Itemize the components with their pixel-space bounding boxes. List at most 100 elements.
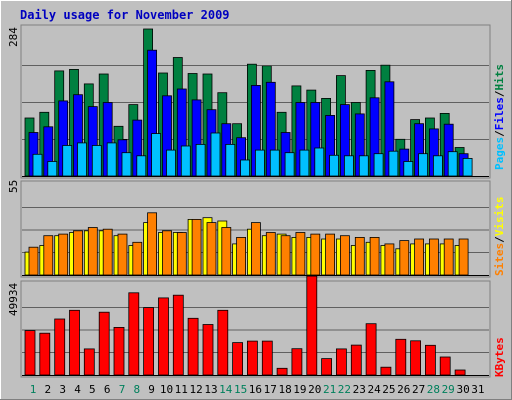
bar-kbytes-day-4 bbox=[69, 309, 80, 376]
bar-sites-day-12 bbox=[191, 218, 202, 276]
bar-pages-day-2 bbox=[47, 161, 58, 177]
bar-sites-day-30 bbox=[458, 238, 469, 276]
legend-files: Files bbox=[493, 97, 506, 130]
bar-sites-day-1 bbox=[28, 246, 39, 276]
bar-kbytes-day-17 bbox=[261, 340, 273, 376]
bar-pages-day-28 bbox=[432, 155, 443, 177]
bar-sites-day-8 bbox=[132, 241, 143, 276]
bar-kbytes-day-25 bbox=[380, 366, 392, 376]
x-tick-label-23: 23 bbox=[353, 383, 366, 396]
bar-sites-day-19 bbox=[295, 232, 306, 276]
legend-hits: Hits bbox=[493, 64, 506, 91]
x-tick-label-2: 2 bbox=[44, 383, 51, 396]
x-tick-label-14: 14 bbox=[219, 383, 233, 396]
kbytes-ymax-label: 49934 bbox=[7, 283, 20, 316]
bar-sites-day-21 bbox=[325, 233, 336, 276]
x-tick-label-15: 15 bbox=[234, 383, 247, 396]
bar-pages-day-19 bbox=[299, 149, 310, 177]
bar-kbytes-day-15 bbox=[232, 342, 244, 376]
x-tick-label-29: 29 bbox=[442, 383, 455, 396]
x-tick-label-28: 28 bbox=[427, 383, 440, 396]
x-tick-label-20: 20 bbox=[308, 383, 321, 396]
x-axis-labels: 1 2 3 4 5 6 7 8 9 10 11 12 13 14 15 16 17 18 19 20 21 22 23 24 2… bbox=[30, 383, 485, 396]
bar-pages-day-25 bbox=[388, 150, 399, 177]
bar-kbytes-day-24 bbox=[365, 323, 377, 376]
x-tick-label-10: 10 bbox=[160, 383, 173, 396]
bar-kbytes-day-14 bbox=[217, 309, 229, 376]
bar-pages-day-8 bbox=[136, 155, 147, 177]
legend-hits-panel: Pages/Files/Hits bbox=[493, 64, 506, 170]
bar-kbytes-day-1 bbox=[24, 330, 36, 376]
bar-kbytes-day-13 bbox=[202, 324, 214, 376]
legend-sites: Sites bbox=[493, 243, 506, 276]
bar-sites-day-13 bbox=[206, 222, 217, 276]
x-tick-label-6: 6 bbox=[104, 383, 111, 396]
bar-sites-day-11 bbox=[176, 232, 187, 276]
x-tick-label-13: 13 bbox=[204, 383, 217, 396]
x-tick-label-27: 27 bbox=[412, 383, 425, 396]
bar-sites-day-9 bbox=[147, 212, 158, 276]
bar-sites-day-18 bbox=[280, 235, 291, 276]
bar-pages-day-12 bbox=[195, 143, 206, 177]
x-tick-label-3: 3 bbox=[59, 383, 66, 396]
legend-pages: Pages bbox=[493, 137, 506, 170]
bar-kbytes-day-21 bbox=[321, 358, 333, 376]
legend-visits-panel: Sites/Visits bbox=[493, 197, 506, 277]
bar-pages-day-11 bbox=[180, 145, 191, 177]
x-tick-label-1: 1 bbox=[30, 383, 37, 396]
bar-kbytes-day-11 bbox=[172, 294, 184, 376]
bar-sites-day-5 bbox=[87, 227, 98, 276]
bar-kbytes-day-18 bbox=[276, 367, 288, 376]
x-tick-label-11: 11 bbox=[175, 383, 188, 396]
legend-kbytes: KBytes bbox=[493, 337, 506, 377]
bar-sites-day-22 bbox=[339, 235, 350, 276]
bar-sites-day-29 bbox=[443, 238, 454, 276]
bar-sites-day-3 bbox=[58, 233, 69, 276]
bar-pages-day-4 bbox=[77, 142, 87, 177]
x-tick-label-25: 25 bbox=[382, 383, 395, 396]
x-tick-label-18: 18 bbox=[278, 383, 291, 396]
bar-kbytes-day-6 bbox=[98, 311, 110, 376]
x-tick-label-5: 5 bbox=[89, 383, 96, 396]
hits-ymax-label: 284 bbox=[7, 27, 20, 47]
bar-pages-day-6 bbox=[106, 142, 117, 177]
bar-pages-day-16 bbox=[254, 149, 265, 177]
bar-pages-day-22 bbox=[343, 155, 354, 177]
x-tick-label-22: 22 bbox=[338, 383, 351, 396]
bar-kbytes-day-10 bbox=[158, 297, 169, 376]
x-tick-label-8: 8 bbox=[133, 383, 140, 396]
bar-kbytes-day-26 bbox=[395, 338, 407, 376]
bar-kbytes-day-22 bbox=[335, 348, 347, 376]
bar-pages-day-9 bbox=[151, 133, 162, 177]
bar-pages-day-29 bbox=[447, 151, 458, 177]
bar-kbytes-day-5 bbox=[83, 348, 95, 376]
bar-sites-day-24 bbox=[369, 236, 380, 276]
bar-pages-day-26 bbox=[403, 161, 414, 177]
x-tick-label-16: 16 bbox=[249, 383, 262, 396]
bar-kbytes-day-9 bbox=[143, 307, 155, 376]
bar-pages-day-14 bbox=[225, 143, 236, 177]
bar-pages-day-24 bbox=[373, 153, 384, 177]
bar-kbytes-day-23 bbox=[350, 344, 362, 376]
bar-pages-day-7 bbox=[121, 152, 132, 177]
bar-kbytes-day-2 bbox=[39, 332, 51, 376]
bar-pages-day-30 bbox=[462, 157, 473, 177]
bar-sites-day-25 bbox=[384, 243, 395, 276]
bar-sites-day-23 bbox=[354, 236, 365, 276]
bar-pages-day-15 bbox=[240, 159, 251, 177]
bar-sites-day-16 bbox=[250, 222, 261, 276]
legend-sep-3: / bbox=[493, 236, 506, 243]
bar-sites-day-4 bbox=[73, 230, 83, 276]
legend-visits: Visits bbox=[493, 197, 506, 237]
chart-title: Daily usage for November 2009 bbox=[20, 8, 230, 22]
bar-kbytes-day-7 bbox=[113, 326, 125, 376]
bar-sites-day-2 bbox=[43, 235, 54, 276]
bar-sites-day-7 bbox=[117, 233, 128, 276]
bar-pages-day-1 bbox=[32, 153, 43, 177]
legend-kbytes-panel: KBytes bbox=[493, 337, 506, 377]
bar-kbytes-day-30 bbox=[454, 369, 466, 376]
bar-pages-day-10 bbox=[166, 149, 176, 177]
x-tick-label-21: 21 bbox=[323, 383, 336, 396]
bar-pages-day-3 bbox=[62, 145, 73, 177]
bar-pages-day-23 bbox=[358, 155, 369, 177]
